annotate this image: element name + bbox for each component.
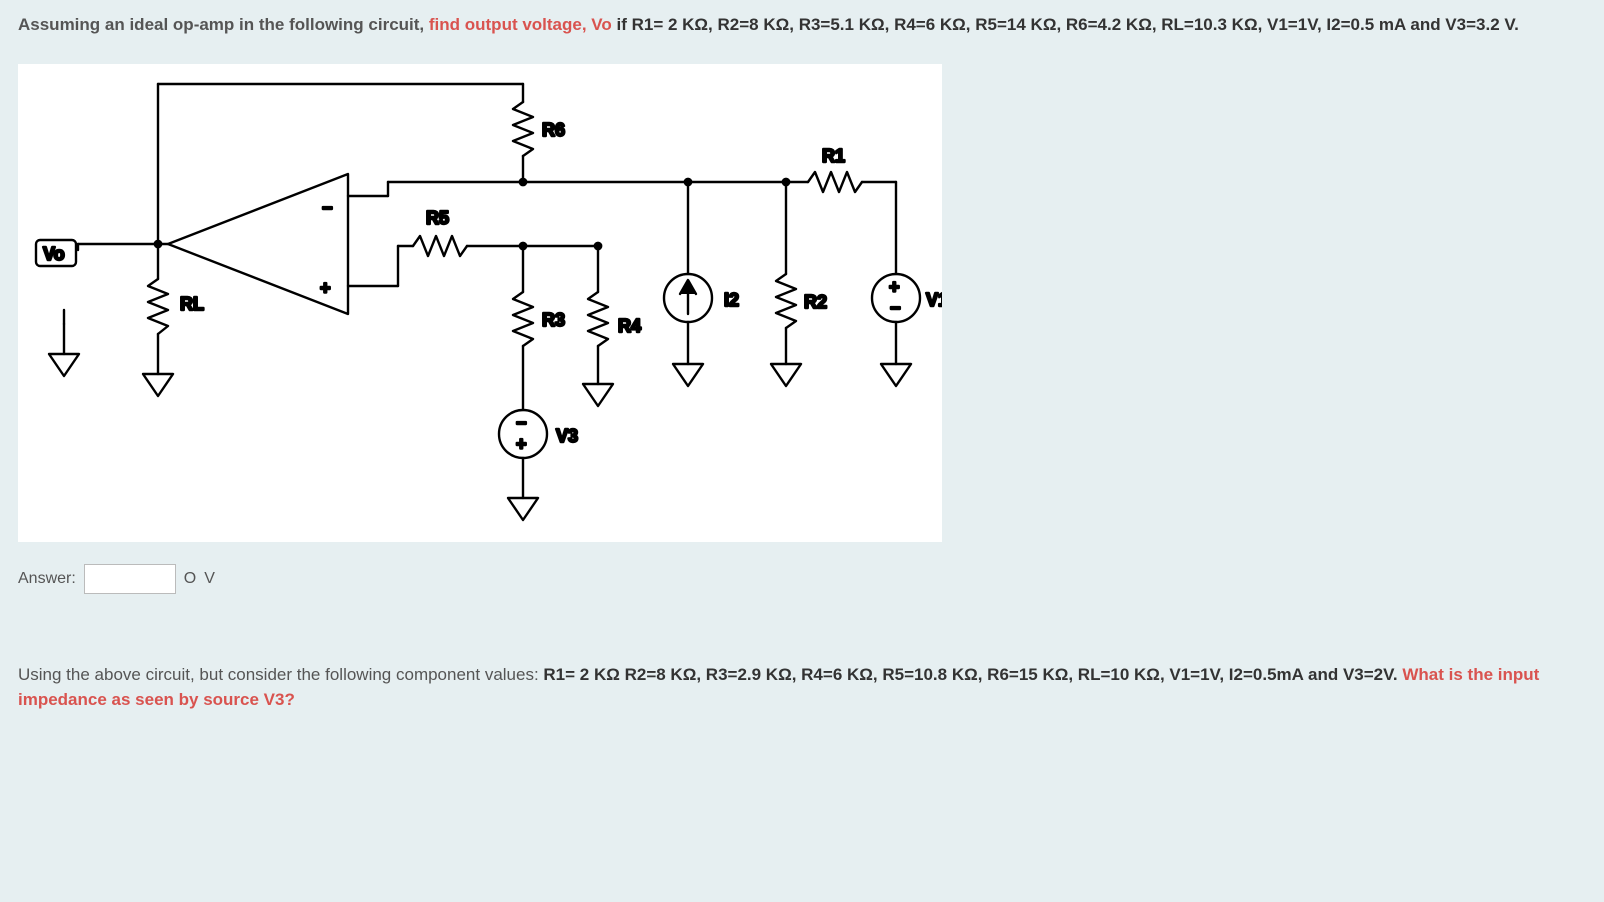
q1-prefix: Assuming an ideal op-amp in the followin… — [18, 15, 429, 34]
vo-label: Vo — [43, 244, 65, 264]
rl-label: RL — [180, 294, 204, 314]
opamp-plus-label: + — [320, 278, 331, 298]
question-2: Using the above circuit, but consider th… — [18, 656, 1586, 713]
question-1: Assuming an ideal op-amp in the followin… — [18, 12, 1586, 594]
answer-unit-prefix: O — [184, 570, 196, 588]
answer-row: Answer: OV — [18, 564, 1586, 594]
q2-prefix: Using the above circuit, but consider th… — [18, 665, 543, 684]
v3-minus-icon: − — [516, 413, 527, 433]
q2-prompt: Using the above circuit, but consider th… — [18, 662, 1586, 713]
q1-params: if R1= 2 KΩ, R2=8 KΩ, R3=5.1 KΩ, R4=6 KΩ… — [616, 15, 1518, 34]
v3-plus-icon: + — [516, 434, 527, 454]
v1-plus-icon: + — [889, 277, 900, 297]
r6-label: R6 — [542, 120, 565, 140]
r5-label: R5 — [426, 208, 449, 228]
v3-label: V3 — [556, 426, 578, 446]
v1-label: V1 — [926, 290, 942, 310]
q1-prompt: Assuming an ideal op-amp in the followin… — [18, 12, 1586, 38]
v1-minus-icon: − — [890, 298, 901, 318]
circuit-diagram: − + Vo — [18, 64, 942, 542]
q2-params: R1= 2 KΩ R2=8 KΩ, R3=2.9 KΩ, R4=6 KΩ, R5… — [543, 665, 1397, 684]
answer-unit: V — [204, 570, 215, 588]
r2-label: R2 — [804, 292, 827, 312]
q1-highlight: find output voltage, Vo — [429, 15, 617, 34]
r4-label: R4 — [618, 316, 641, 336]
r1-label: R1 — [822, 146, 845, 166]
answer-label: Answer: — [18, 570, 76, 588]
answer-input[interactable] — [84, 564, 176, 594]
opamp-minus-label: − — [322, 198, 333, 218]
i2-label: I2 — [724, 290, 739, 310]
r3-label: R3 — [542, 310, 565, 330]
